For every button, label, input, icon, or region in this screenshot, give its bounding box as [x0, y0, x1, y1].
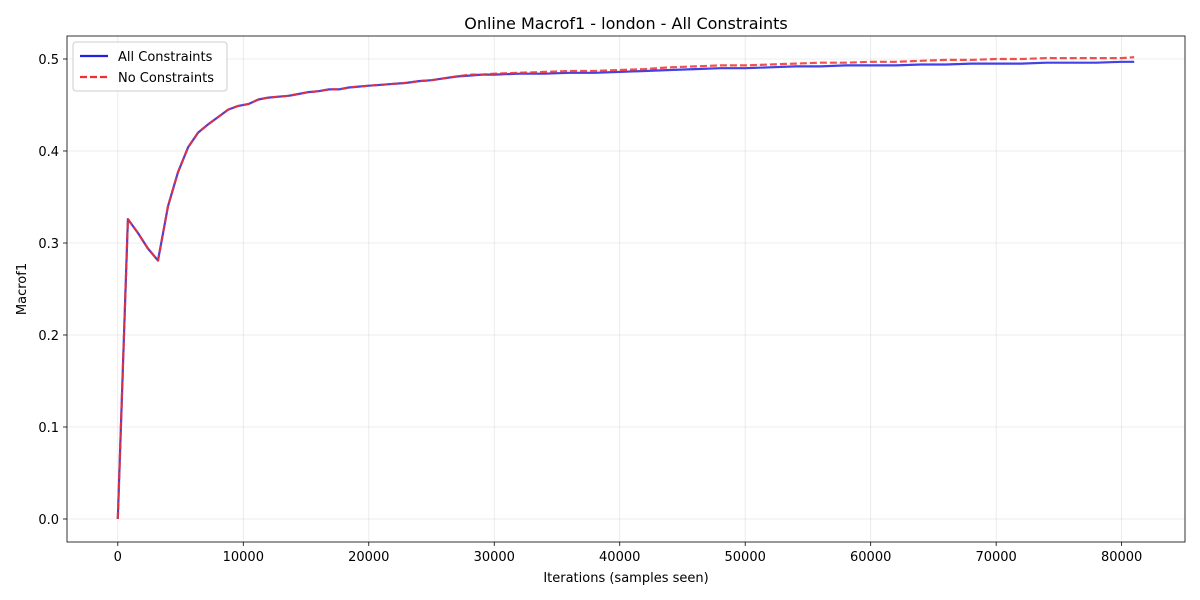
y-axis-label: Macrof1 — [15, 263, 30, 315]
series-layer — [116, 56, 1135, 520]
legend-label-no-constraints: No Constraints — [118, 71, 214, 86]
x-tick-label: 40000 — [599, 550, 640, 565]
x-tick-label: 60000 — [850, 550, 891, 565]
x-tick-label: 0 — [114, 550, 122, 565]
x-tick-label: 30000 — [474, 550, 515, 565]
x-tick-label: 50000 — [725, 550, 766, 565]
y-tick-label: 0.3 — [38, 237, 59, 252]
x-axis-ticks: 0 10000 20000 30000 40000 50000 60000 70000 8000… — [114, 542, 1142, 565]
x-axis-label: Iterations (samples seen) — [543, 571, 708, 586]
y-tick-label: 0.4 — [38, 145, 59, 160]
legend-box — [72, 41, 228, 92]
legend: All Constraints No Constraints — [72, 41, 228, 92]
y-tick-label: 0.0 — [38, 513, 59, 528]
plot-frame — [66, 35, 1186, 543]
series-line-no-constraints — [116, 56, 1135, 520]
x-tick-label: 20000 — [348, 550, 389, 565]
x-tick-label: 80000 — [1101, 550, 1142, 565]
y-axis-ticks: 0.0 0.1 0.2 0.3 0.4 0.5 — [38, 53, 67, 528]
grid-lines — [67, 36, 1185, 542]
y-tick-label: 0.1 — [38, 421, 59, 436]
y-tick-label: 0.5 — [38, 53, 59, 68]
y-tick-label: 0.2 — [38, 329, 59, 344]
x-tick-label: 70000 — [975, 550, 1016, 565]
chart-title: Online Macrof1 - london - All Constraint… — [464, 14, 788, 33]
x-tick-label: 10000 — [223, 550, 264, 565]
legend-label-all-constraints: All Constraints — [118, 50, 213, 65]
